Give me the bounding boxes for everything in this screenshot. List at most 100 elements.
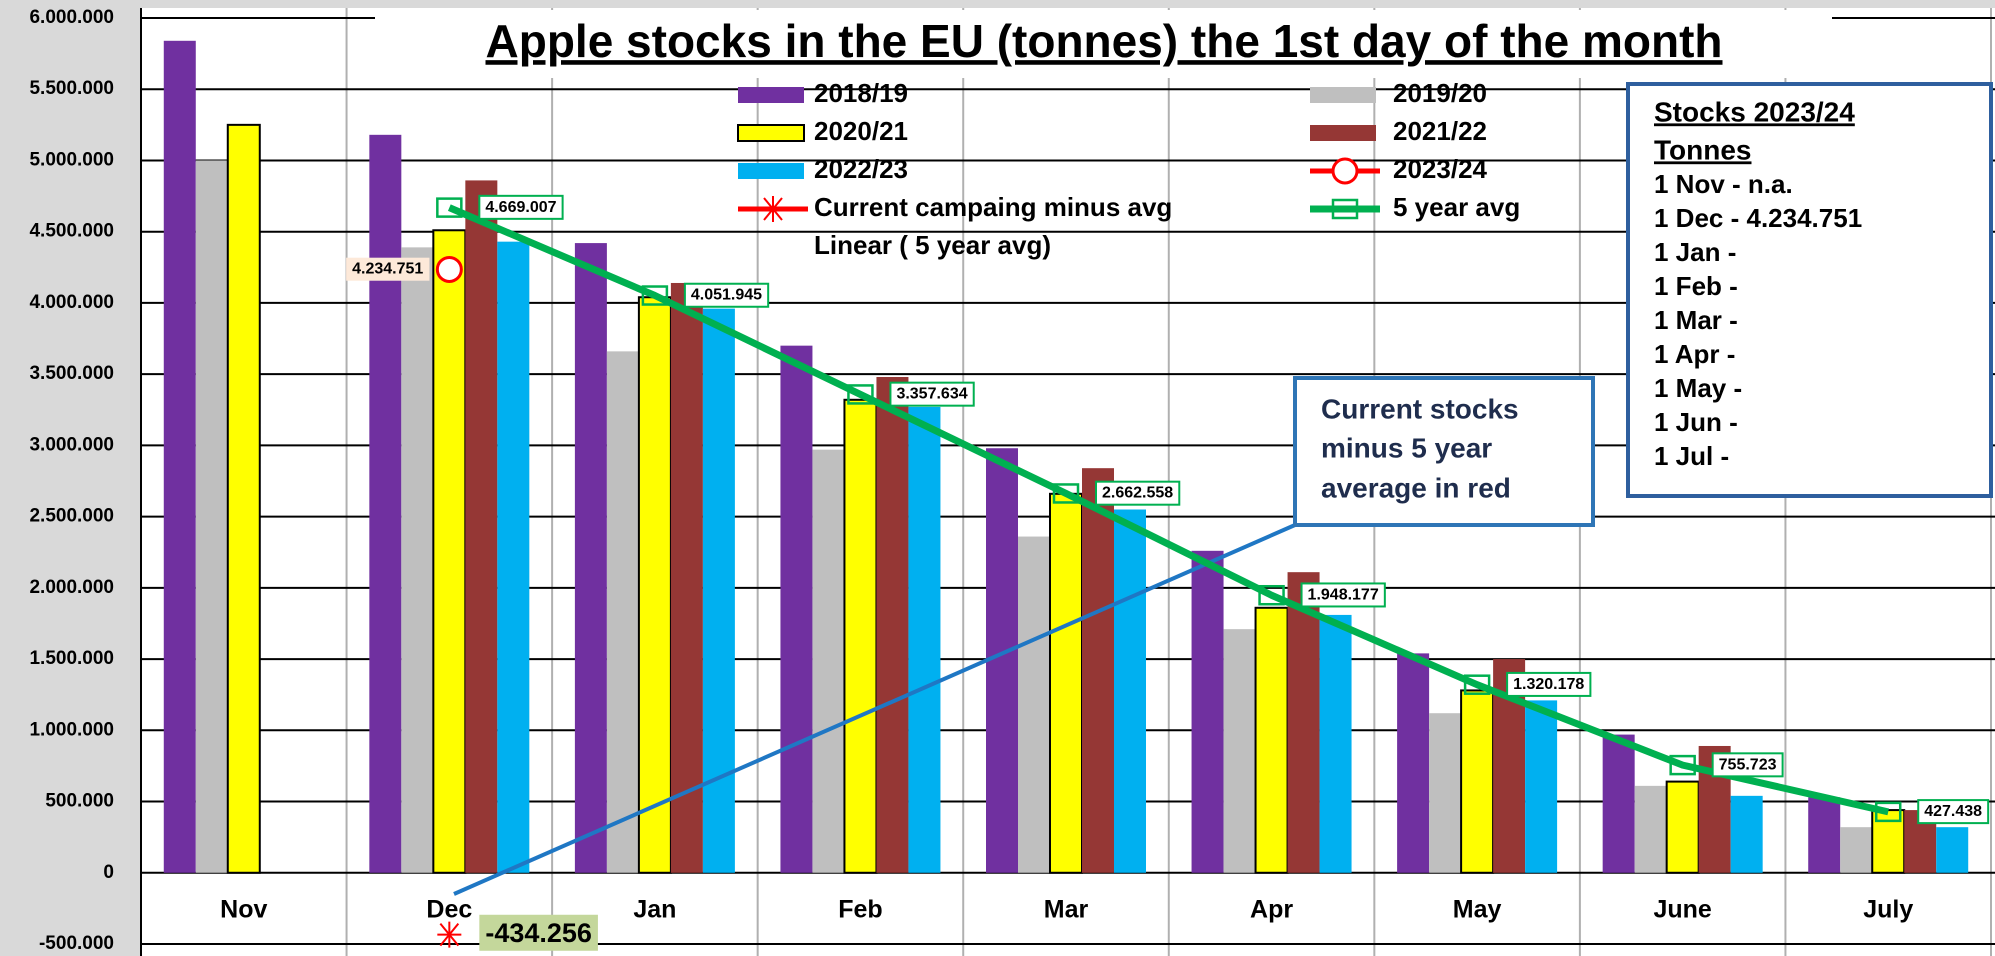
legend-label: Linear ( 5 year avg) [814,230,1051,260]
bar [812,449,845,873]
data-label-box [889,381,975,407]
note-line: average in red [1321,472,1511,503]
bar [908,406,941,873]
title-box [375,10,1832,78]
data-label: 427.438 [1924,803,1982,820]
marker [1258,584,1285,606]
marker [437,921,462,948]
bar [1840,827,1873,873]
bar [606,351,639,873]
data-label: -434.256 [485,918,592,948]
bar [1397,653,1430,873]
y-tick-label: 4.500.000 [29,221,114,242]
y-tick-label: 1.000.000 [29,719,114,740]
data-label-box [479,914,598,951]
marker [1669,754,1696,776]
bar [986,448,1018,873]
note-box [1293,376,1595,527]
marker [1331,198,1359,220]
lines: 4.234.751 -434.256 4.669.007 4.051.945 3.357… [346,194,1990,951]
stocks-unit: Tonnes [1654,134,1751,165]
bar [1254,606,1289,874]
y-tick-label: 0 [103,862,114,883]
bar [1665,780,1700,874]
bar [195,160,228,873]
bar [1114,509,1146,873]
y-tick-label: 3.000.000 [29,434,114,455]
bar [465,180,498,873]
marker [435,255,463,283]
marker [1874,801,1902,823]
bar [1319,614,1352,873]
bar [1018,536,1050,873]
stocks-line: 1 Jun - [1654,407,1738,437]
marker [1052,483,1080,504]
x-tick-label: Feb [838,896,882,924]
y-tick-label: 2.500.000 [29,506,114,527]
note-line: minus 5 year [1321,432,1492,463]
x-tick-label: June [1653,896,1711,924]
bar [1525,700,1558,873]
legend-swatch [738,87,804,103]
stocks-line: 1 Dec - 4.234.751 [1654,203,1862,233]
stocks-line: 1 Nov - n.a. [1654,169,1793,199]
data-label: 4.051.945 [691,287,762,304]
note-connector [453,523,1296,896]
x-tick-label: July [1863,896,1913,924]
bar [497,241,530,873]
y-tick-label: 4.000.000 [29,292,114,313]
legend-label: 2019/20 [1393,78,1487,108]
stocks-line: 1 Jul - [1654,441,1729,471]
bar [163,40,196,873]
bars [163,40,1969,874]
stocks-line: 1 Feb - [1654,271,1738,301]
x-tick-label: Mar [1044,896,1089,924]
series-line [447,204,1889,816]
y-tick-label: 1.500.000 [29,648,114,669]
bar [1460,689,1495,874]
legend-label: 2020/21 [814,116,908,146]
stocks-title: Stocks 2023/24 [1654,96,1855,127]
bar [1936,827,1969,873]
data-label-box [478,194,564,220]
marker [1331,157,1359,185]
bar [702,308,735,873]
x-tick-label: May [1453,896,1502,924]
marker [436,197,463,218]
marker [1463,674,1491,695]
y-tick-label: 2.000.000 [29,577,114,598]
data-label-box [1711,752,1784,778]
marker [641,285,669,306]
bar [1287,572,1320,873]
bar [226,123,261,874]
marker [847,384,874,405]
bar [1730,795,1763,873]
legend-label: 2021/22 [1393,116,1487,146]
x-tick-label: Nov [220,896,267,924]
data-label: 3.357.634 [896,386,967,403]
bar [876,377,909,873]
data-label: 4.669.007 [485,199,556,216]
x-tick-label: Apr [1250,896,1293,924]
data-label: 1.320.178 [1513,676,1584,693]
legend-label: Current campaing minus avg [814,192,1172,222]
legend-label: 2022/23 [814,154,908,184]
marker [761,196,785,222]
stocks-line: 1 Apr - [1654,339,1735,369]
legend-swatch [1310,87,1376,103]
y-tick-label: 6.000.000 [29,7,114,28]
x-tick-label: Dec [426,896,472,924]
data-label-box [1917,799,1990,825]
bar [670,282,703,873]
y-tick-label: 3.500.000 [29,363,114,384]
legend-swatch [737,124,805,142]
data-label-box [1300,582,1386,608]
bar [1634,785,1667,873]
bar [780,345,813,873]
bar [1082,468,1114,873]
bar [574,243,607,873]
stocks-lines: 1 Nov - n.a. 1 Dec - 4.234.751 1 Jan - 1 Fe… [1654,169,1862,471]
bar [1429,713,1462,873]
bar [843,398,878,874]
